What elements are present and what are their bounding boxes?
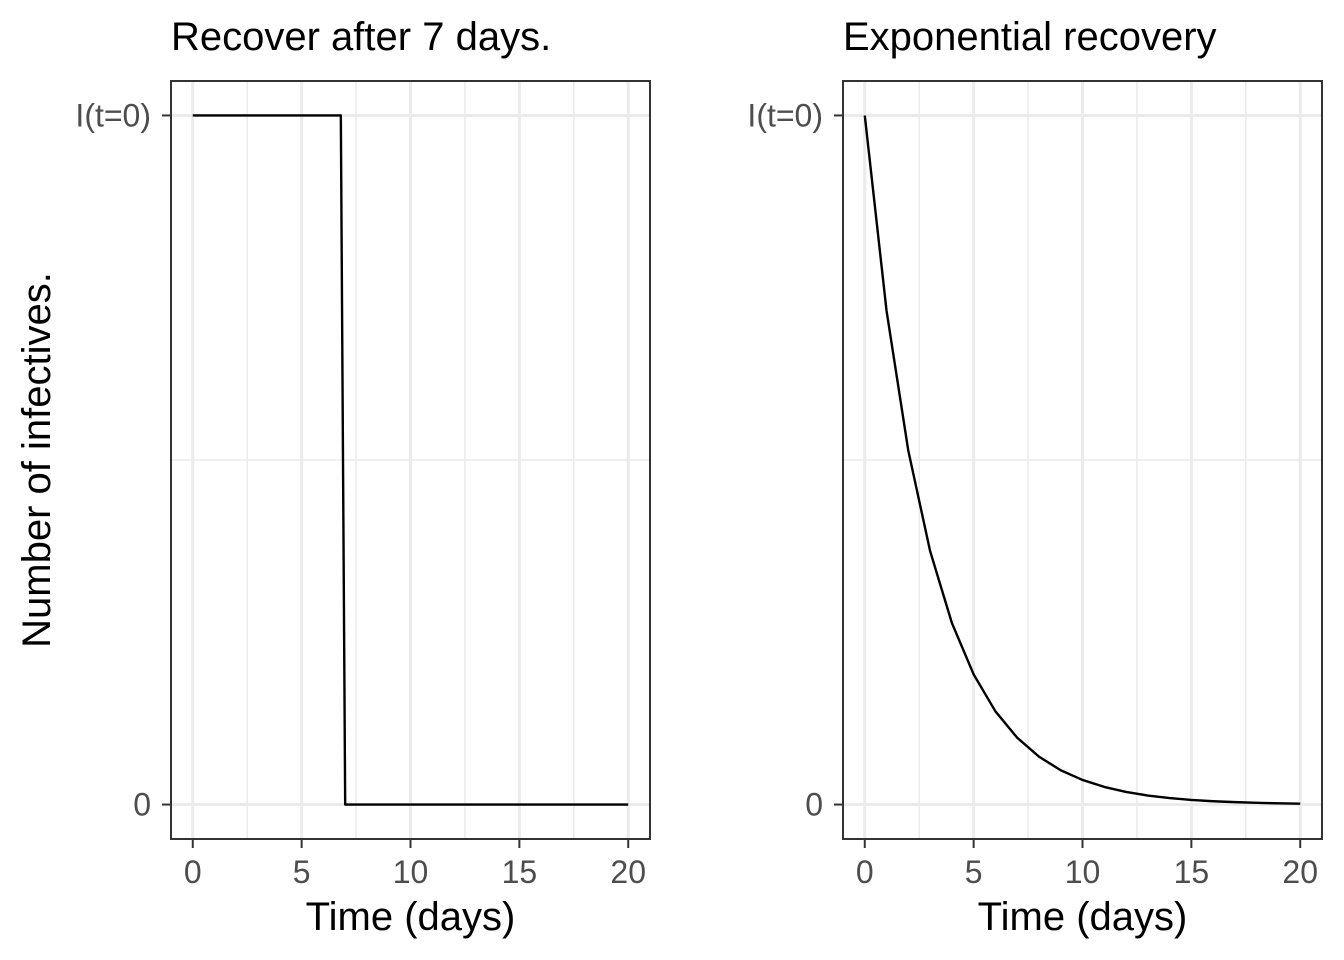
x-axis-title: Time (days) [306, 895, 516, 939]
x-tick-label: 10 [1065, 854, 1101, 890]
panel-title: Recover after 7 days. [171, 15, 551, 59]
panel-title: Exponential recovery [843, 15, 1217, 59]
y-tick-label: 0 [805, 787, 823, 823]
x-tick-label: 0 [184, 854, 202, 890]
x-tick-label: 15 [502, 854, 538, 890]
grid [843, 81, 1322, 839]
x-tick-label: 15 [1174, 854, 1210, 890]
y-tick-label: I(t=0) [747, 97, 823, 133]
x-tick-label: 10 [393, 854, 429, 890]
x-tick-label: 5 [293, 854, 311, 890]
grid [171, 81, 650, 839]
chart-panel-step: Recover after 7 days. Time (days) 0 5 10 15… [75, 15, 651, 939]
y-tick-label: I(t=0) [75, 97, 151, 133]
x-tick-label: 20 [1282, 854, 1318, 890]
x-tick-label: 5 [965, 854, 983, 890]
y-tick-label: 0 [133, 787, 151, 823]
x-tick-label: 0 [856, 854, 874, 890]
series-line [192, 114, 629, 806]
x-axis-title: Time (days) [978, 895, 1188, 939]
y-axis-title: Number of infectives. [15, 272, 59, 648]
x-tick-label: 20 [610, 854, 646, 890]
series-line [863, 115, 1301, 805]
chart-panel-exponential: Exponential recovery Time (days) 0 5 10 15 2… [747, 15, 1323, 939]
